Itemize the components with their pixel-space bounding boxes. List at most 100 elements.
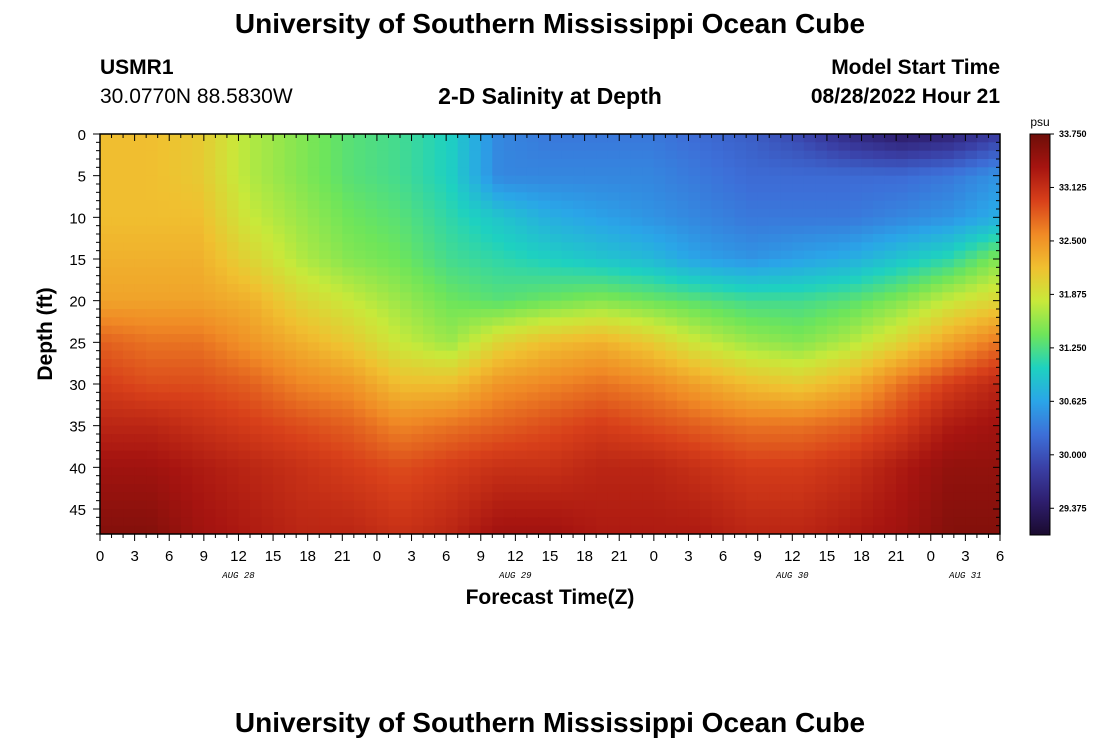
- heatmap-cell: [446, 200, 459, 210]
- heatmap-cell: [653, 209, 666, 218]
- heatmap-cell: [400, 292, 413, 302]
- heatmap-cell: [457, 150, 470, 160]
- heatmap-cell: [319, 500, 332, 510]
- heatmap-cell: [203, 459, 216, 468]
- heatmap-cell: [515, 425, 528, 435]
- heatmap-cell: [561, 484, 574, 493]
- heatmap-cell: [780, 375, 793, 385]
- heatmap-cell: [965, 450, 978, 460]
- heatmap-cell: [907, 467, 920, 477]
- heatmap-cell: [446, 192, 459, 202]
- heatmap-cell: [261, 234, 274, 243]
- heatmap-cell: [976, 434, 990, 443]
- heatmap-cell: [307, 350, 320, 360]
- heatmap-cell: [873, 200, 886, 210]
- heatmap-cell: [388, 384, 401, 393]
- heatmap-cell: [919, 350, 932, 360]
- heatmap-cell: [561, 159, 574, 168]
- heatmap-cell: [919, 317, 932, 327]
- heatmap-cell: [480, 384, 493, 393]
- heatmap-cell: [780, 484, 793, 493]
- heatmap-cell: [180, 142, 193, 152]
- heatmap-cell: [884, 192, 897, 202]
- heatmap-cell: [123, 509, 136, 518]
- heatmap-cell: [411, 459, 424, 468]
- heatmap-cell: [526, 450, 540, 460]
- heatmap-cell: [803, 417, 816, 427]
- heatmap-cell: [953, 425, 966, 435]
- heatmap-cell: [480, 392, 493, 402]
- heatmap-cell: [515, 150, 528, 160]
- heatmap-cell: [261, 250, 274, 260]
- heatmap-cell: [215, 234, 228, 243]
- heatmap-cell: [815, 159, 828, 168]
- heatmap-cell: [642, 159, 655, 168]
- heatmap-cell: [757, 375, 770, 385]
- heatmap-cell: [400, 467, 413, 477]
- heatmap-cell: [746, 309, 759, 318]
- heatmap-cell: [919, 517, 932, 527]
- heatmap-cell: [619, 242, 632, 252]
- heatmap-cell: [538, 317, 551, 327]
- heatmap-cell: [884, 142, 897, 152]
- heatmap-cell: [815, 242, 828, 252]
- heatmap-cell: [157, 209, 170, 218]
- heatmap-cell: [700, 525, 713, 534]
- heatmap-cell: [792, 517, 805, 527]
- heatmap-cell: [226, 275, 240, 285]
- heatmap-cell: [226, 375, 240, 385]
- heatmap-cell: [388, 392, 401, 402]
- heatmap-cell: [642, 259, 655, 268]
- heatmap-cell: [884, 334, 897, 343]
- heatmap-cell: [238, 434, 251, 443]
- heatmap-cell: [469, 200, 482, 210]
- heatmap-cell: [884, 234, 897, 243]
- heatmap-cell: [907, 509, 920, 518]
- heatmap-cell: [319, 259, 332, 268]
- heatmap-cell: [342, 375, 355, 385]
- heatmap-cell: [169, 350, 182, 360]
- heatmap-cell: [446, 309, 459, 318]
- heatmap-cell: [769, 325, 782, 335]
- heatmap-cell: [250, 492, 263, 502]
- heatmap-cell: [826, 292, 840, 302]
- heatmap-cell: [123, 392, 136, 402]
- heatmap-cell: [192, 492, 205, 502]
- heatmap-cell: [723, 150, 736, 160]
- heatmap-cell: [942, 334, 955, 343]
- heatmap-cell: [850, 442, 863, 452]
- heatmap-cell: [400, 442, 413, 452]
- heatmap-cell: [330, 284, 343, 293]
- heatmap-cell: [457, 200, 470, 210]
- heatmap-cell: [653, 250, 666, 260]
- heatmap-cell: [942, 459, 955, 468]
- heatmap-cell: [907, 192, 920, 202]
- heatmap-cell: [861, 192, 874, 202]
- heatmap-cell: [226, 484, 240, 493]
- heatmap-cell: [330, 484, 343, 493]
- heatmap-cell: [919, 134, 932, 143]
- heatmap-cell: [353, 342, 366, 352]
- heatmap-cell: [780, 242, 793, 252]
- heatmap-cell: [111, 359, 124, 368]
- heatmap-cell: [319, 342, 332, 352]
- heatmap-cell: [930, 459, 943, 468]
- heatmap-cell: [319, 475, 332, 485]
- heatmap-cell: [653, 300, 666, 310]
- heatmap-cell: [826, 350, 840, 360]
- heatmap-cell: [273, 209, 286, 218]
- heatmap-cell: [550, 359, 563, 368]
- heatmap-cell: [907, 384, 920, 393]
- heatmap-cell: [573, 492, 586, 502]
- heatmap-cell: [803, 492, 816, 502]
- heatmap-cell: [100, 450, 113, 460]
- heatmap-cell: [596, 267, 609, 277]
- heatmap-cell: [469, 434, 482, 443]
- heatmap-cell: [434, 417, 447, 427]
- heatmap-cell: [896, 517, 909, 527]
- heatmap-cell: [561, 217, 574, 227]
- heatmap-cell: [630, 325, 643, 335]
- heatmap-cell: [457, 350, 470, 360]
- heatmap-cell: [515, 134, 528, 143]
- heatmap-cell: [838, 242, 851, 252]
